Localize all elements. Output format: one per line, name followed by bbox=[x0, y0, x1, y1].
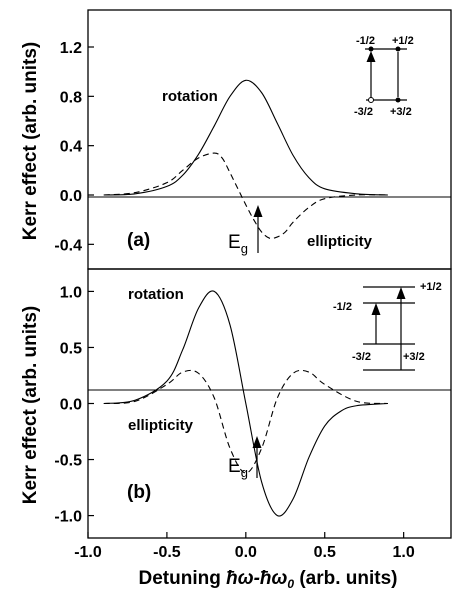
panel-a-level-bottom-right: +3/2 bbox=[390, 106, 412, 118]
panel-b-y-tick-label: 0.0 bbox=[60, 397, 82, 414]
panel-a-y-tick-label: 0.4 bbox=[60, 139, 82, 156]
panel-a-rotation-label: rotation bbox=[162, 88, 218, 105]
panel-b-x-ticks: -1.0 -0.5 0.0 0.5 1.0 bbox=[74, 532, 415, 561]
panel-a-level-bottom-left: -3/2 bbox=[354, 106, 373, 118]
x-tick-label: 1.0 bbox=[393, 544, 415, 561]
panel-b-rotation-label: rotation bbox=[128, 286, 184, 303]
panel-a-plot bbox=[103, 79, 388, 240]
panel-a-level-top-left: -1/2 bbox=[356, 35, 375, 47]
panel-a-y-tick-label: -0.4 bbox=[54, 237, 82, 254]
panel-a-y-tick-label: 0.0 bbox=[60, 188, 82, 205]
panel-b-gap-label: Eg bbox=[228, 456, 248, 480]
x-tick-label: 0.5 bbox=[314, 544, 336, 561]
panel-a-y-tick-label: 1.2 bbox=[60, 40, 82, 57]
panel-a-ellipticity-label: ellipticity bbox=[307, 233, 373, 250]
panel-a-level-top-right: +1/2 bbox=[392, 35, 414, 47]
panel-a-gap-label: Eg bbox=[228, 232, 248, 256]
panel-b-level-top-right: +1/2 bbox=[420, 281, 442, 293]
panel-b-y-tick-label: 1.0 bbox=[60, 284, 82, 301]
x-tick-label: -0.5 bbox=[153, 544, 181, 561]
x-axis-label: Detuning ħω-ħω0 (arb. units) bbox=[139, 568, 398, 591]
panel-b-gap-arrow-icon bbox=[252, 436, 262, 478]
panel-b-plot bbox=[103, 290, 388, 517]
panel-b-level-bottom-right: +3/2 bbox=[403, 351, 425, 363]
panel-a-gap-arrow-icon bbox=[253, 205, 263, 253]
panel-b-ellipticity-label: ellipticity bbox=[128, 417, 194, 434]
panel-b-level-top-left: -1/2 bbox=[333, 301, 352, 313]
panel-a-y-ticks: -0.4 0.0 0.4 0.8 1.2 bbox=[54, 40, 94, 254]
panel-b-label: (b) bbox=[127, 482, 151, 503]
x-tick-label: 0.0 bbox=[235, 544, 257, 561]
panel-b-level-diagram: -1/2 +1/2 -3/2 +3/2 bbox=[333, 281, 442, 371]
panel-b-y-ticks: -1.0 -0.5 0.0 0.5 1.0 bbox=[54, 284, 94, 526]
panel-a-rotation-line bbox=[103, 79, 388, 196]
panel-b-y-tick-label: -0.5 bbox=[54, 453, 82, 470]
panel-b-rotation-line bbox=[103, 290, 388, 517]
panel-b-y-tick-label: -1.0 bbox=[54, 509, 82, 526]
panel-a-y-tick-label: 0.8 bbox=[60, 89, 82, 106]
panel-b-level-bottom-left: -3/2 bbox=[352, 351, 371, 363]
x-tick-label: -1.0 bbox=[74, 544, 102, 561]
panel-a-label: (a) bbox=[127, 230, 150, 251]
panel-a-ellipticity-line bbox=[103, 152, 388, 240]
panel-b-y-tick-label: 0.5 bbox=[60, 340, 82, 357]
panel-a-y-label: Kerr effect (arb. units) bbox=[20, 42, 41, 240]
panel-a-level-diagram: -1/2 +1/2 -3/2 +3/2 bbox=[354, 35, 414, 118]
panel-b-ellipticity-line bbox=[103, 369, 388, 474]
panel-b-y-label: Kerr effect (arb. units) bbox=[20, 306, 41, 504]
